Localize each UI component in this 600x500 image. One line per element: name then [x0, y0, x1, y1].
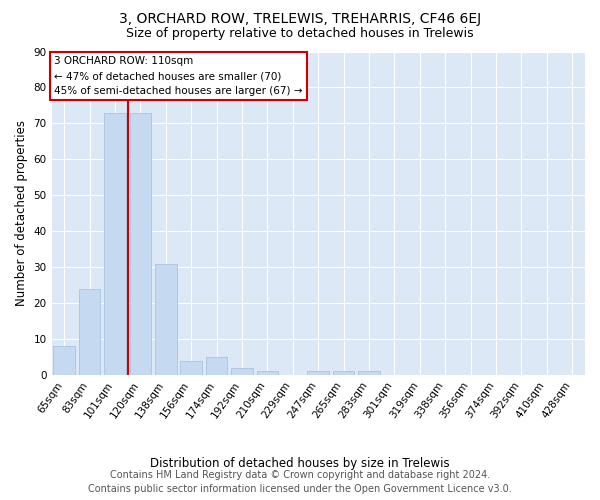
Text: 3, ORCHARD ROW, TRELEWIS, TREHARRIS, CF46 6EJ: 3, ORCHARD ROW, TRELEWIS, TREHARRIS, CF4…	[119, 12, 481, 26]
Bar	[257, 372, 278, 375]
Text: Contains HM Land Registry data © Crown copyright and database right 2024.
Contai: Contains HM Land Registry data © Crown c…	[88, 470, 512, 494]
Y-axis label: Number of detached properties: Number of detached properties	[15, 120, 28, 306]
Text: Size of property relative to detached houses in Trelewis: Size of property relative to detached ho…	[126, 28, 474, 40]
Bar	[307, 372, 329, 375]
Text: Distribution of detached houses by size in Trelewis: Distribution of detached houses by size …	[150, 458, 450, 470]
Bar	[181, 360, 202, 375]
Text: 3 ORCHARD ROW: 110sqm
← 47% of detached houses are smaller (70)
45% of semi-deta: 3 ORCHARD ROW: 110sqm ← 47% of detached …	[54, 56, 303, 96]
Bar	[155, 264, 176, 375]
Bar	[53, 346, 75, 375]
Bar	[104, 112, 126, 375]
Bar	[231, 368, 253, 375]
Bar	[333, 372, 355, 375]
Bar	[130, 112, 151, 375]
Bar	[358, 372, 380, 375]
Bar	[206, 357, 227, 375]
Bar	[79, 288, 100, 375]
